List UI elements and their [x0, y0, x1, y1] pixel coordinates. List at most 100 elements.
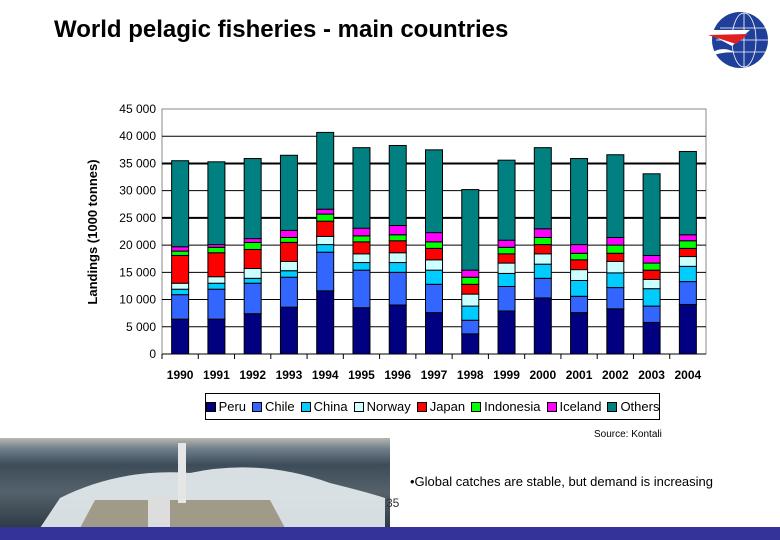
bar-segment-china-1993 [279, 270, 298, 278]
bar-segment-norway-1996 [388, 252, 407, 264]
y-tick-label: 0 [149, 347, 156, 361]
bar-segment-others-1998 [461, 189, 480, 271]
footer-bar [0, 527, 780, 540]
bar-segment-indonesia-2004 [678, 240, 697, 249]
bar-segment-china-1996 [388, 262, 407, 273]
bar-segment-norway-1998 [461, 293, 480, 307]
bar-segment-japan-1993 [279, 241, 298, 262]
legend-label: Chile [265, 399, 295, 414]
bar-segment-japan-2000 [533, 244, 552, 255]
bar-segment-peru-2002 [606, 308, 625, 355]
y-axis-label: Landings (1000 tonnes) [85, 159, 100, 304]
legend-swatch [300, 401, 311, 412]
bar-segment-indonesia-1995 [352, 235, 371, 243]
legend-swatch [252, 401, 263, 412]
bar-segment-indonesia-1994 [316, 213, 335, 222]
legend-item-norway: Norway [353, 399, 411, 414]
bar-segment-chile-1994 [316, 251, 335, 292]
bar-segment-chile-2004 [678, 281, 697, 305]
bar-segment-others-2003 [642, 173, 661, 256]
legend-swatch [416, 401, 427, 412]
y-tick-label: 30 000 [119, 184, 156, 198]
bar-segment-norway-1992 [243, 268, 262, 279]
y-tick-label: 25 000 [119, 211, 156, 225]
x-tick-label: 1998 [457, 368, 484, 382]
bar-segment-peru-1993 [279, 306, 298, 355]
legend-label: China [313, 399, 348, 414]
x-tick-label: 2003 [638, 368, 665, 382]
bar-segment-iceland-1993 [279, 229, 298, 238]
page-number: 35 [386, 496, 400, 510]
legend-label: Indonesia [484, 399, 541, 414]
y-tick-label: 20 000 [119, 238, 156, 252]
bar-segment-chile-1993 [279, 276, 298, 308]
bar-segment-japan-1998 [461, 283, 480, 295]
bar-segment-iceland-2002 [606, 236, 625, 246]
bar-segment-china-1997 [425, 269, 443, 285]
legend-swatch [205, 401, 216, 412]
bar-segment-china-1990 [171, 288, 190, 296]
x-tick-label: 2000 [529, 368, 556, 382]
bar-segment-indonesia-1992 [243, 241, 262, 250]
bar-segment-china-2002 [606, 272, 625, 289]
bar-segment-chile-2001 [570, 295, 589, 314]
bar-segment-indonesia-2000 [533, 236, 552, 246]
bar-segment-iceland-1996 [388, 225, 407, 236]
bar-segment-norway-1997 [425, 259, 443, 271]
bar-segment-others-1993 [279, 154, 298, 231]
bar-segment-peru-1999 [497, 310, 516, 355]
bar-segment-norway-2003 [642, 278, 661, 290]
bar-segment-china-2004 [678, 265, 697, 283]
legend-item-indonesia: Indonesia [471, 399, 541, 414]
bar-segment-indonesia-2002 [606, 244, 625, 254]
legend-label: Iceland [559, 399, 602, 414]
bar-segment-others-1995 [352, 147, 371, 229]
bar-segment-iceland-2004 [678, 234, 697, 242]
bar-segment-chile-1998 [461, 319, 480, 335]
x-tick-label: 1991 [203, 368, 230, 382]
bar-segment-iceland-1990 [171, 246, 190, 252]
legend-item-china: China [300, 399, 348, 414]
bar-segment-others-1996 [388, 144, 407, 227]
bar-segment-japan-2003 [642, 269, 661, 280]
bar-segment-peru-1994 [316, 290, 335, 355]
bar-segment-norway-1995 [352, 253, 371, 264]
bar-segment-indonesia-1991 [207, 246, 226, 254]
source-note: Source: Kontali [594, 429, 662, 440]
y-tick-label: 35 000 [119, 156, 156, 170]
legend-item-others: Others [607, 399, 659, 414]
bar-segment-iceland-1998 [461, 269, 480, 278]
bar-segment-peru-2004 [678, 303, 697, 355]
bar-segment-chile-1990 [171, 294, 190, 320]
x-tick-label: 1990 [167, 368, 194, 382]
bar-segment-indonesia-1997 [425, 241, 443, 249]
bar-segment-others-2004 [678, 150, 697, 236]
bar-segment-peru-1997 [425, 312, 443, 355]
bar-segment-others-2000 [533, 147, 552, 230]
bar-segment-peru-2001 [570, 312, 589, 355]
bar-segment-others-1990 [171, 160, 190, 248]
bar-segment-peru-2003 [642, 321, 661, 355]
x-tick-label: 2004 [675, 368, 702, 382]
bar-segment-iceland-1992 [243, 238, 262, 243]
bar-segment-iceland-1997 [425, 232, 443, 243]
bar-segment-china-1999 [497, 272, 516, 287]
bar-segment-china-2003 [642, 288, 661, 307]
bar-segment-peru-2000 [533, 297, 552, 355]
bar-segment-iceland-2003 [642, 254, 661, 264]
bar-segment-chile-1991 [207, 288, 226, 320]
bar-segment-japan-1994 [316, 220, 335, 237]
bar-segment-indonesia-2001 [570, 252, 589, 261]
bar-segment-indonesia-1996 [388, 234, 407, 242]
bar-segment-iceland-2000 [533, 228, 552, 238]
y-tick-label: 10 000 [119, 293, 156, 307]
bar-segment-norway-2002 [606, 260, 625, 274]
bar-segment-others-1994 [316, 131, 335, 210]
bar-segment-chile-2000 [533, 277, 552, 299]
ship-photo [0, 438, 390, 528]
chart-legend: Peru Chile China Norway Japan Indonesia Icelan… [205, 393, 660, 420]
bar-segment-peru-1995 [352, 307, 371, 355]
bar-segment-indonesia-1998 [461, 276, 480, 285]
x-tick-label: 2002 [602, 368, 629, 382]
